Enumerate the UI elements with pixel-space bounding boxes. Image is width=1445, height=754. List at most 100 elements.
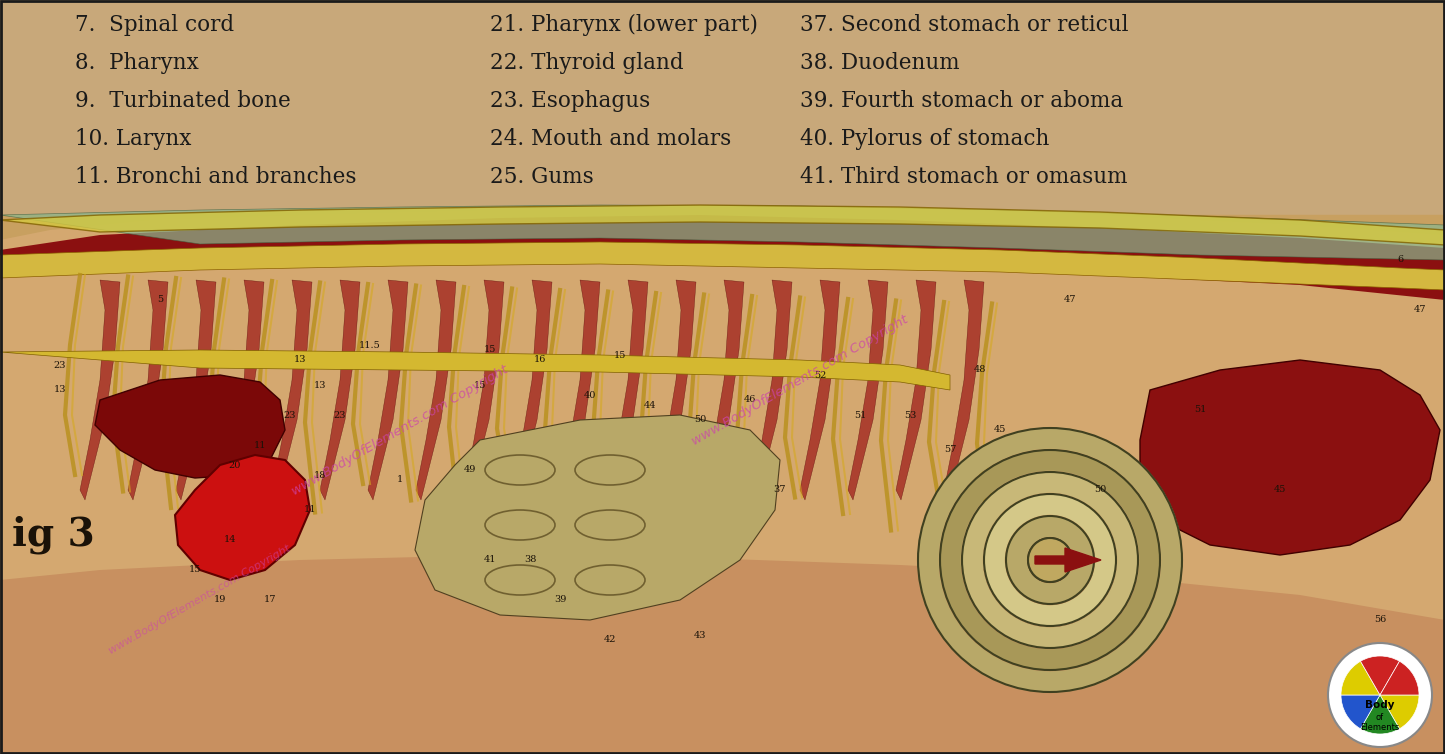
PathPatch shape [175, 455, 311, 580]
Text: 23: 23 [53, 360, 66, 369]
Text: 53: 53 [903, 410, 916, 419]
Text: 11: 11 [303, 505, 316, 514]
PathPatch shape [272, 280, 312, 500]
Text: 18: 18 [314, 470, 327, 480]
PathPatch shape [1140, 360, 1441, 555]
Wedge shape [1341, 695, 1380, 729]
Bar [0, 0, 1445, 215]
PathPatch shape [0, 555, 1445, 754]
PathPatch shape [0, 205, 1445, 754]
Text: 40. Pylorus of stomach: 40. Pylorus of stomach [801, 128, 1049, 150]
Text: 8.  Pharynx: 8. Pharynx [75, 52, 199, 74]
Text: 56: 56 [1374, 615, 1386, 624]
Bar [0, 215, 1445, 754]
Text: 19: 19 [214, 596, 227, 605]
Text: 7.  Spinal cord: 7. Spinal cord [75, 14, 234, 36]
PathPatch shape [176, 280, 215, 500]
PathPatch shape [79, 280, 120, 500]
Text: 42: 42 [604, 636, 616, 645]
PathPatch shape [0, 205, 1445, 260]
FancyArrow shape [1035, 548, 1101, 572]
Text: 23. Esophagus: 23. Esophagus [490, 90, 650, 112]
PathPatch shape [416, 280, 457, 500]
Text: 9.  Turbinated bone: 9. Turbinated bone [75, 90, 290, 112]
Text: 38. Duodenum: 38. Duodenum [801, 52, 959, 74]
Text: 13: 13 [314, 381, 327, 390]
PathPatch shape [95, 375, 285, 478]
Wedge shape [1380, 695, 1419, 729]
PathPatch shape [801, 280, 840, 500]
PathPatch shape [656, 280, 696, 500]
Text: 40: 40 [584, 391, 597, 400]
PathPatch shape [224, 280, 264, 500]
Text: 38: 38 [523, 556, 536, 565]
PathPatch shape [0, 205, 1445, 245]
Text: Elements: Elements [1360, 724, 1400, 732]
PathPatch shape [704, 280, 744, 500]
Text: 46: 46 [744, 396, 756, 404]
PathPatch shape [368, 280, 407, 500]
Text: 52: 52 [814, 370, 827, 379]
PathPatch shape [896, 280, 936, 500]
Text: 45: 45 [994, 425, 1006, 434]
Text: www.BodyOfElements.com Copyright: www.BodyOfElements.com Copyright [107, 544, 292, 656]
Text: 16: 16 [533, 355, 546, 364]
PathPatch shape [129, 280, 168, 500]
Text: 13: 13 [53, 385, 66, 394]
Text: ig 3: ig 3 [12, 515, 95, 553]
Text: 20: 20 [228, 461, 241, 470]
Text: 50: 50 [694, 415, 707, 425]
Text: 11.5: 11.5 [360, 341, 381, 350]
Text: 37: 37 [773, 486, 786, 495]
Text: of: of [1376, 713, 1384, 722]
Text: Body: Body [1366, 700, 1394, 710]
Wedge shape [1380, 661, 1419, 695]
Text: 10. Larynx: 10. Larynx [75, 128, 191, 150]
Text: 47: 47 [1064, 296, 1077, 305]
PathPatch shape [464, 280, 504, 500]
Text: 6: 6 [1397, 256, 1403, 265]
Text: 43: 43 [694, 630, 707, 639]
Text: 15: 15 [189, 566, 201, 575]
Wedge shape [1361, 695, 1400, 734]
Wedge shape [1341, 661, 1380, 695]
Text: 41. Third stomach or omasum: 41. Third stomach or omasum [801, 166, 1127, 188]
PathPatch shape [944, 280, 984, 500]
Text: 49: 49 [464, 465, 477, 474]
Text: 50: 50 [1094, 486, 1105, 495]
Text: 47: 47 [1413, 305, 1426, 314]
Text: 5: 5 [158, 296, 163, 305]
PathPatch shape [848, 280, 889, 500]
Text: 15: 15 [474, 381, 486, 390]
Text: 48: 48 [974, 366, 985, 375]
Text: 51: 51 [1194, 406, 1207, 415]
Text: 23: 23 [334, 410, 347, 419]
Text: 45: 45 [1274, 486, 1286, 495]
Text: 51: 51 [854, 410, 866, 419]
PathPatch shape [751, 280, 792, 500]
Text: 21. Pharynx (lower part): 21. Pharynx (lower part) [490, 14, 759, 36]
Text: 39: 39 [553, 596, 566, 605]
Text: 25. Gums: 25. Gums [490, 166, 594, 188]
Text: 23: 23 [283, 410, 296, 419]
Wedge shape [1361, 656, 1400, 695]
PathPatch shape [319, 280, 360, 500]
Text: 11. Bronchi and branches: 11. Bronchi and branches [75, 166, 357, 188]
Text: 15: 15 [614, 351, 626, 360]
Text: 15: 15 [484, 345, 496, 354]
Text: 24. Mouth and molars: 24. Mouth and molars [490, 128, 731, 150]
PathPatch shape [0, 242, 1445, 290]
Text: 14: 14 [224, 535, 236, 544]
PathPatch shape [415, 415, 780, 620]
Text: 37. Second stomach or reticul: 37. Second stomach or reticul [801, 14, 1129, 36]
PathPatch shape [0, 350, 949, 390]
Text: www.BodyOfElements.com Copyright: www.BodyOfElements.com Copyright [689, 312, 910, 448]
PathPatch shape [512, 280, 552, 500]
Text: 11: 11 [254, 440, 266, 449]
Text: 22. Thyroid gland: 22. Thyroid gland [490, 52, 683, 74]
Text: 44: 44 [644, 400, 656, 409]
Circle shape [1328, 643, 1432, 747]
Text: www.BodyOfElements.com Copyright: www.BodyOfElements.com Copyright [289, 363, 510, 498]
PathPatch shape [608, 280, 647, 500]
Text: 57: 57 [944, 446, 957, 455]
